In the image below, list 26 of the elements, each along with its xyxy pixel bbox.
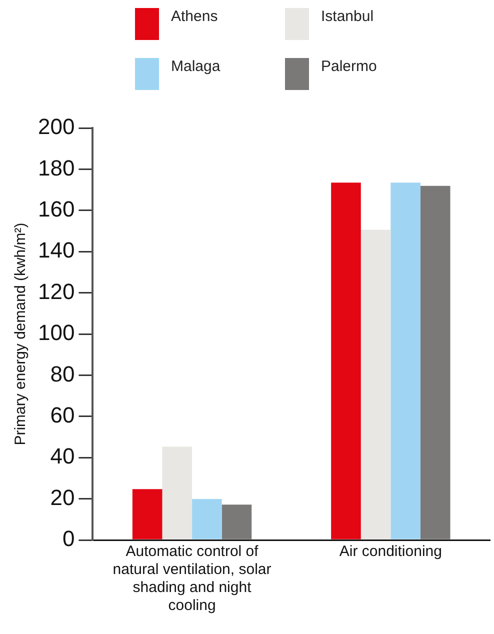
y-tick-label: 160 (38, 196, 75, 222)
y-tick-label: 120 (38, 278, 75, 304)
y-tick-label: 140 (38, 238, 75, 263)
y-tick-label: 180 (38, 155, 75, 180)
y-tick-label: 20 (50, 484, 75, 510)
bar (331, 182, 361, 540)
bar (360, 230, 391, 540)
y-tick-label: 0 (62, 526, 75, 552)
legend-label: Palermo (321, 58, 377, 75)
bar (222, 504, 252, 540)
bar (132, 489, 162, 540)
bar (192, 499, 222, 540)
legend-label: Istanbul (321, 8, 374, 25)
x-tick-label: Automatic control of natural ventilation, solar shading and night cooling (112, 543, 272, 614)
legend-label: Athens (171, 8, 218, 25)
bar (390, 182, 420, 540)
legend-label: Malaga (171, 58, 220, 75)
bar (162, 446, 192, 540)
y-tick-label: 60 (50, 402, 75, 428)
y-tick-label: 80 (50, 361, 75, 386)
y-tick-label: 100 (38, 320, 75, 346)
y-axis-title: Primary energy demand (kwh/m²) (12, 222, 30, 446)
x-tick-label: Air conditioning (339, 543, 442, 560)
y-tick-label: 40 (50, 444, 75, 469)
bar (420, 186, 450, 540)
y-tick-label: 200 (38, 114, 75, 140)
